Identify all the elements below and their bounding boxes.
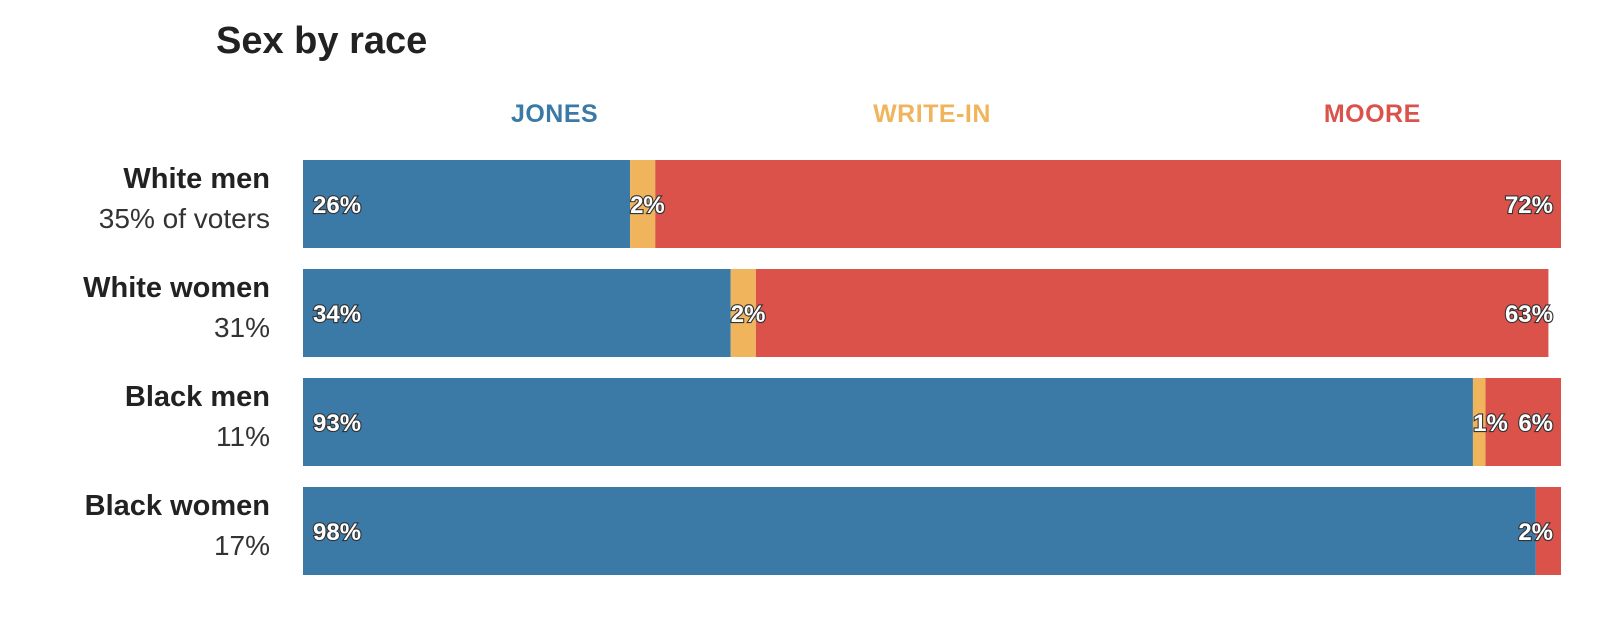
label-white-men-jones: 26% [313, 192, 361, 219]
bar-black-women-jones [303, 487, 1536, 575]
label-black-men-write-in: 1% [1473, 410, 1508, 437]
row-label-black-men: Black men 11% [125, 378, 270, 458]
label-black-women-jones: 98% [313, 519, 361, 546]
bar-white-men-write-in [630, 160, 656, 248]
bar-black-men-moore [1485, 378, 1561, 466]
row-name: White men [123, 163, 270, 195]
label-white-women-moore: 63% [1505, 301, 1553, 328]
bar-black-men-jones [303, 378, 1473, 466]
row-label-white-women: White women 31% [83, 269, 270, 349]
row-label-white-men: White men 35% of voters [99, 160, 270, 240]
bar-white-men-jones [303, 160, 631, 248]
row-share: 17% [213, 530, 270, 561]
label-white-women-jones: 34% [313, 301, 361, 328]
label-black-women-moore: 2% [1518, 519, 1553, 546]
row-name: White women [83, 272, 270, 304]
label-black-men-moore: 6% [1518, 410, 1553, 437]
row-share: 11% [216, 421, 270, 452]
bar-black-women-moore [1535, 487, 1561, 575]
label-white-men-moore: 72% [1505, 192, 1553, 219]
legend-write-in: WRITE-IN [873, 100, 991, 128]
label-white-men-write-in: 2% [630, 192, 665, 219]
chart-title: Sex by race [216, 20, 428, 62]
row-name: Black women [84, 490, 270, 522]
row-label-black-women: Black women 17% [85, 487, 270, 567]
legend: JONES WRITE-IN MOORE [303, 100, 1561, 134]
label-white-women-write-in: 2% [731, 301, 766, 328]
legend-moore: MOORE [1323, 100, 1421, 128]
bar-black-men-write-in [1472, 378, 1486, 466]
row-share: 35% of voters [98, 203, 270, 234]
bar-white-women-write-in [730, 269, 756, 357]
legend-jones: JONES [510, 100, 599, 128]
label-black-men-jones: 93% [313, 410, 361, 437]
row-share: 31% [213, 312, 270, 343]
bar-white-women-moore [755, 269, 1549, 357]
row-name: Black men [124, 381, 270, 413]
bar-white-women-jones [303, 269, 731, 357]
bar-white-men-moore [655, 160, 1561, 248]
